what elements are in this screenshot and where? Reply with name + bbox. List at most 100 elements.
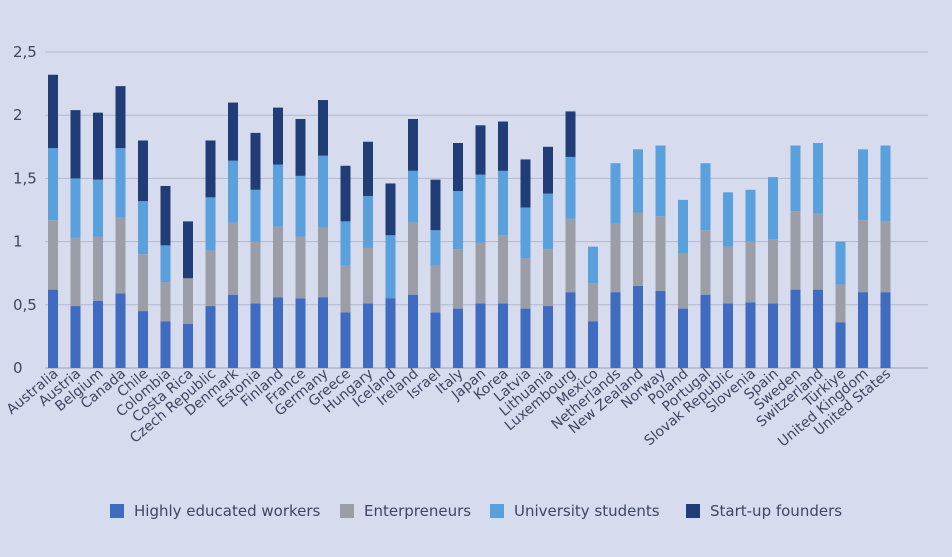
bar-segment <box>363 303 373 368</box>
bar-segment <box>723 303 733 368</box>
bar-segment <box>588 283 598 322</box>
bar-segment <box>295 236 306 299</box>
bar-segment <box>565 292 576 368</box>
bar-segment <box>453 308 463 368</box>
bar-segment <box>520 308 531 368</box>
bar-segment <box>520 159 531 208</box>
bar-segment <box>790 145 801 212</box>
bar-segment <box>115 217 126 294</box>
bar-segment <box>205 197 216 251</box>
bar-segment <box>700 163 711 231</box>
bar-segment <box>48 289 58 368</box>
bar-segment <box>768 239 778 304</box>
bar-segment <box>250 303 261 368</box>
bar-segment <box>318 227 328 298</box>
bar-segment <box>205 250 216 307</box>
bar-segment <box>160 321 171 368</box>
bar-segment <box>93 301 103 368</box>
bar-segment <box>475 303 486 368</box>
bar-segment <box>295 175 306 237</box>
bar-segment <box>250 189 261 242</box>
bar-segment <box>363 196 373 248</box>
bar-segment <box>138 254 148 312</box>
bar-segment <box>565 111 576 157</box>
bar-segment <box>835 241 846 285</box>
bar-segment <box>835 322 846 368</box>
bar-segment <box>295 298 306 368</box>
bar-segment <box>700 230 711 295</box>
bar-segment <box>273 226 283 298</box>
bar-segment <box>858 149 868 221</box>
bar-segment <box>93 236 103 301</box>
bar-segment <box>835 284 846 323</box>
bar-segment <box>543 146 553 194</box>
bar-segment <box>273 164 283 227</box>
bar-segment <box>318 100 328 156</box>
bar-segment <box>138 311 148 368</box>
legend-swatch <box>490 504 504 518</box>
bar-segment <box>655 290 666 368</box>
bar-segment <box>160 282 171 322</box>
bar-segment <box>813 289 823 368</box>
bar-segment <box>813 143 823 214</box>
bar-segment <box>745 189 756 242</box>
bar-segment <box>340 165 351 222</box>
bar-segment <box>205 140 216 198</box>
bar-segment <box>498 303 508 368</box>
bar-segment <box>745 241 756 303</box>
legend-swatch <box>340 504 354 518</box>
bar-segment <box>880 145 891 222</box>
bar-segment <box>273 107 283 165</box>
bar-segment <box>70 110 81 179</box>
bar-segment <box>138 140 148 202</box>
bar-segment <box>385 235 396 299</box>
bar-segment <box>48 148 58 221</box>
bar-segment <box>565 156 576 219</box>
bar-segment <box>70 178 81 238</box>
bar-segment <box>250 132 261 190</box>
bar-segment <box>115 86 126 149</box>
y-axis-tick-labels: 0 0,5 1 1,5 2 2,5 <box>13 43 37 377</box>
bar-segment <box>588 321 598 368</box>
y-tick-label: 1,5 <box>13 169 37 187</box>
legend-label: University students <box>514 502 660 520</box>
bar-segment <box>745 302 756 368</box>
y-tick-label: 1 <box>13 233 23 251</box>
bar-segment <box>385 298 396 368</box>
bar-segment <box>430 265 441 313</box>
bar-segment <box>610 163 621 224</box>
bar-segment <box>408 294 418 368</box>
bar-segment <box>318 155 328 228</box>
bar-segment <box>430 312 441 368</box>
bar-segment <box>520 258 531 309</box>
bar-segment <box>183 323 193 368</box>
bar-segment <box>273 297 283 368</box>
bar-segment <box>205 306 216 368</box>
bar-segment <box>543 306 553 368</box>
bar-segment <box>723 192 733 247</box>
bar-segment <box>543 249 553 307</box>
bar-segment <box>678 252 688 309</box>
x-axis-category-labels: AustraliaAustriaBelgiumCanadaChileColomb… <box>4 365 894 450</box>
legend-swatch <box>686 504 700 518</box>
bar-segment <box>318 297 328 368</box>
bar-segment <box>430 230 441 266</box>
bar-segment <box>453 249 463 309</box>
y-tick-label: 0,5 <box>13 296 37 314</box>
bar-segment <box>678 199 688 253</box>
bar-segment <box>655 216 666 291</box>
bar-segment <box>363 247 373 304</box>
bar-segment <box>858 292 868 368</box>
bar-segment <box>475 174 486 243</box>
bar-segment <box>340 312 351 368</box>
bar-segment <box>138 201 148 255</box>
bar-segment <box>228 102 238 161</box>
y-tick-label: 0 <box>13 359 23 377</box>
bar-segment <box>723 246 733 304</box>
bar-segment <box>813 213 823 290</box>
bar-segment <box>93 179 103 237</box>
bar-segment <box>115 148 126 218</box>
bar-segment <box>610 292 621 368</box>
bar-segment <box>93 112 103 180</box>
bar-segment <box>70 237 81 307</box>
